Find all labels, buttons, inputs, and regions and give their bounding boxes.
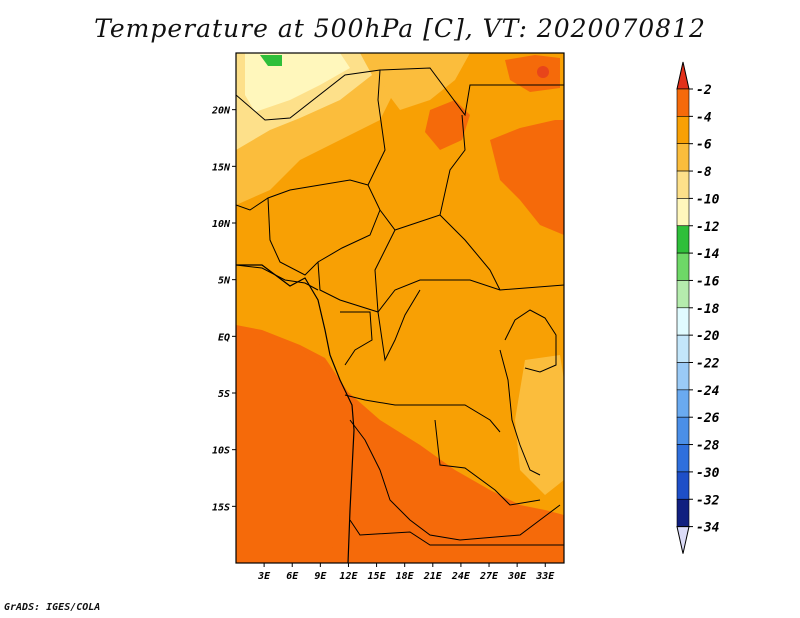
- colorbar-swatch: [676, 334, 690, 363]
- lat-tick-label: 10S: [212, 446, 230, 457]
- field-cool-northcentral: [380, 53, 470, 110]
- country-borders: [236, 67, 564, 546]
- colorbar-label: -26: [696, 411, 720, 426]
- colorbar-label: -4: [696, 110, 712, 125]
- colorbar-label: -10: [696, 192, 720, 207]
- lat-tick-label: 5S: [218, 389, 230, 400]
- coastline: [236, 264, 355, 564]
- field-hot-spot: [537, 66, 549, 78]
- colorbar-swatch: [676, 471, 690, 500]
- lon-tick-label: 21E: [423, 571, 443, 582]
- footer-credit: GrADS: IGES/COLA: [4, 602, 101, 613]
- colorbar-swatch: [676, 143, 690, 172]
- lat-tick-label: 15S: [212, 502, 230, 513]
- colorbar-label: -24: [696, 384, 720, 399]
- colorbar-swatch: [676, 225, 690, 254]
- colorbar-label: -16: [696, 274, 720, 289]
- colorbar-top-arrow: [676, 61, 690, 90]
- temperature-field: [236, 53, 564, 563]
- lat-tick-label: 5N: [218, 276, 231, 287]
- colorbar-swatch: [676, 280, 690, 309]
- field-coldest-north: [245, 53, 350, 112]
- page-title: Temperature at 500hPa [C], VT: 202007081…: [94, 14, 706, 43]
- lat-tick-label: 15N: [212, 162, 231, 173]
- lon-tick-label: 30E: [507, 571, 527, 582]
- lat-tick-label: 10N: [212, 219, 231, 230]
- colorbar-swatch: [676, 416, 690, 445]
- colorbar: -2 -4 -6 -8 -10 -12 -14 -16 -18 -20 -22 -24 -26 -28 -3…: [676, 61, 720, 554]
- colorbar-swatch: [676, 389, 690, 418]
- colorbar-swatch: [676, 307, 690, 336]
- lon-tick-label: 6E: [286, 571, 299, 582]
- colorbar-label: -8: [696, 165, 712, 180]
- lon-tick-label: 15E: [368, 571, 387, 582]
- lon-tick-label: 27E: [479, 571, 499, 582]
- lon-tick-label: 24E: [451, 571, 471, 582]
- colorbar-label: -34: [696, 521, 720, 536]
- colorbar-label: -18: [696, 302, 720, 317]
- lon-tick-label: 33E: [535, 571, 555, 582]
- lon-tick-label: 18E: [396, 571, 415, 582]
- colorbar-label: -14: [696, 247, 720, 262]
- colorbar-swatch: [676, 444, 690, 473]
- lon-tick-label: 12E: [339, 571, 358, 582]
- field-warm-west: [236, 340, 350, 563]
- longitude-axis: 3E 6E 9E 12E 15E 18E 21E 24E 27E 30E 33E: [257, 563, 555, 582]
- colorbar-swatch: [676, 170, 690, 199]
- colorbar-label: -20: [696, 329, 720, 344]
- colorbar-swatch: [676, 88, 690, 117]
- colorbar-bottom-arrow: [676, 526, 690, 554]
- map-frame: [235, 52, 565, 564]
- field-warm-north: [425, 100, 470, 150]
- latitude-axis: 20N 15N 10N 5N EQ 5S 10S 15S: [211, 106, 236, 513]
- colorbar-label: -12: [696, 220, 720, 235]
- colorbar-label: -32: [696, 493, 720, 508]
- colorbar-label: -6: [696, 138, 712, 153]
- field-green-patch: [260, 55, 282, 66]
- colorbar-swatch: [676, 116, 690, 144]
- colorbar-swatch: [676, 198, 690, 227]
- field-warm-northeast: [505, 55, 560, 92]
- lon-tick-label: 3E: [257, 571, 271, 582]
- field-warm-east: [490, 120, 564, 235]
- colorbar-swatch: [676, 498, 690, 527]
- lat-tick-label: EQ: [218, 332, 230, 343]
- lat-tick-label: 20N: [211, 106, 231, 117]
- colorbar-swatch: [676, 252, 690, 281]
- field-cool-east: [515, 355, 564, 495]
- colorbar-label: -22: [696, 357, 720, 372]
- colorbar-label: -2: [696, 83, 712, 98]
- lon-tick-label: 9E: [314, 571, 327, 582]
- colorbar-label: -28: [696, 439, 720, 454]
- colorbar-label: -30: [696, 466, 720, 481]
- colorbar-swatch: [676, 362, 690, 391]
